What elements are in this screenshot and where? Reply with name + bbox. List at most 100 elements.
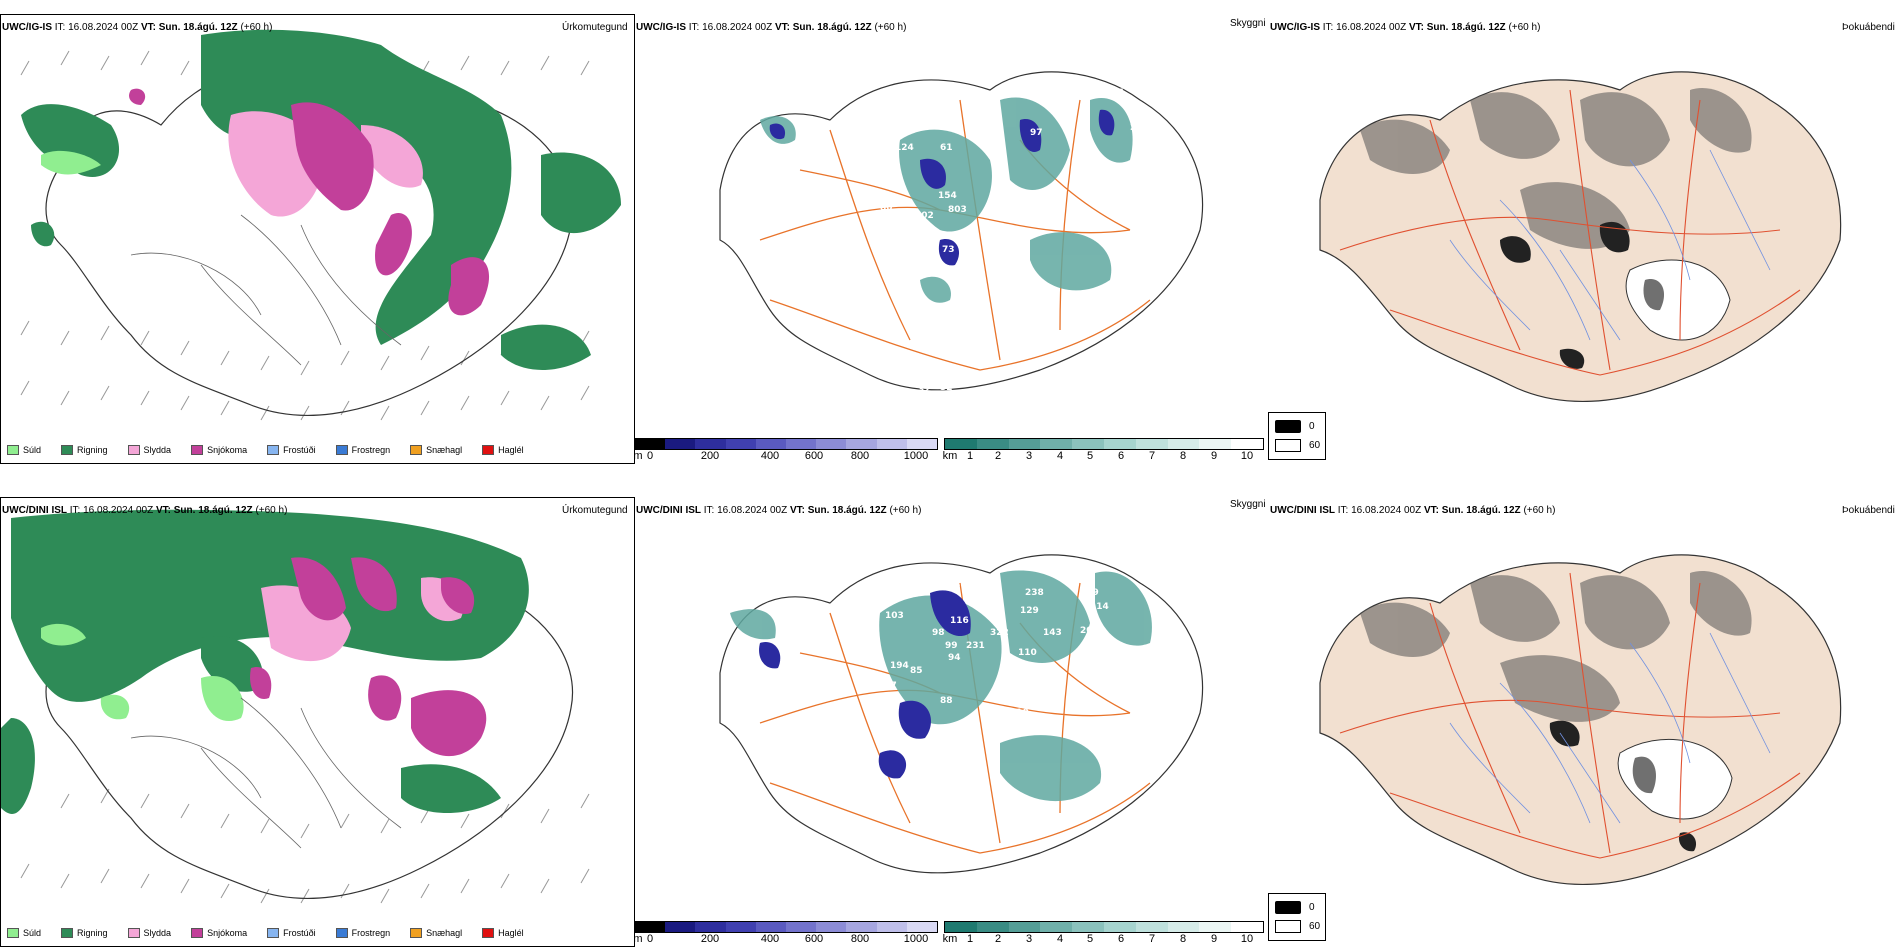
panel-3-right-label: Þokuábendi <box>1842 22 1895 33</box>
cbar-tick: 2 <box>994 933 1002 945</box>
vis-label: 61 <box>940 143 953 153</box>
cbar-swatch <box>1103 922 1136 932</box>
fog-map-2 <box>1300 523 1860 903</box>
model-name: UWC/IG-IS <box>636 22 686 33</box>
vis-label: 203 <box>1080 626 1099 636</box>
it-label: IT: <box>703 505 715 516</box>
precip-type-map-graphic <box>20 29 621 421</box>
it-value: 16.08.2024 00Z <box>1336 22 1407 33</box>
legend-label: Rigning <box>77 928 108 938</box>
legend-item-rigning: Rigning <box>61 445 108 455</box>
cbar-tick: 8 <box>1179 933 1187 945</box>
panel-title: UWC/IG-IS IT: 16.08.2024 00Z VT: Sun. 18… <box>1270 22 1540 33</box>
cbar-tick: 1000 <box>903 933 929 945</box>
cbar-tick: 200 <box>700 933 720 945</box>
lead-time: (+60 h) <box>1508 22 1541 33</box>
legend-label: Snæhagl <box>426 928 463 938</box>
vt-label: VT: <box>140 22 156 33</box>
vis-label: 80 <box>878 253 891 263</box>
vis-label: 194 <box>890 661 909 671</box>
cbar-swatch <box>976 922 1009 932</box>
cbar-unit: km <box>942 933 958 945</box>
cbar-tick: 1 <box>966 933 974 945</box>
legend-item-frostregn: Frostregn <box>335 445 391 455</box>
legend-label: Frostregn <box>351 928 391 938</box>
visibility-map-graphic: 116 27 97 61 124 154 302 803 80 74 80 73… <box>719 71 1204 395</box>
legend-label: Snjókoma <box>207 928 248 938</box>
fog-legend-label: 60 <box>1309 440 1321 451</box>
cbar-swatch <box>976 439 1009 449</box>
legend-item-haglel: Haglél <box>482 928 524 938</box>
fog-map-graphic <box>1319 71 1842 402</box>
cbar-swatch <box>846 922 877 932</box>
cbar-swatch <box>1199 922 1232 932</box>
cbar-tick: 9 <box>1210 933 1218 945</box>
cbar-swatch <box>1199 439 1232 449</box>
vis-label: 32 <box>918 385 931 395</box>
legend-item-snaehagl: Snæhagl <box>410 928 462 938</box>
cbar-swatch <box>1008 922 1041 932</box>
precip-legend: Súld Rigning Slydda Snjókoma Frostúði Fr… <box>7 928 538 938</box>
cbar-tick: 3 <box>1025 933 1033 945</box>
legend-label: Súld <box>23 445 42 455</box>
vis-label: 154 <box>938 191 957 201</box>
cbar-swatch <box>786 439 817 449</box>
it-label: IT: <box>1337 505 1349 516</box>
cbar-swatch <box>725 922 756 932</box>
cbar-swatch <box>906 922 938 932</box>
model-name: UWC/DINI ISL <box>2 505 67 516</box>
vt-label: VT: <box>155 505 171 516</box>
cbar-tick: 3 <box>1025 450 1033 462</box>
vis-label: 302 <box>915 211 934 221</box>
vis-label: 52 <box>940 383 953 393</box>
cbar-swatch <box>1040 439 1073 449</box>
legend-label: Slydda <box>143 928 172 938</box>
panel-title: UWC/DINI ISL IT: 16.08.2024 00Z VT: Sun.… <box>2 505 287 516</box>
fog-map-1 <box>1300 40 1860 420</box>
cbar-swatch <box>945 439 977 449</box>
cbar-swatch <box>755 922 787 932</box>
vis-label: 80 <box>880 203 893 213</box>
cbar-swatch <box>635 439 666 449</box>
cbar-swatch <box>1231 439 1263 449</box>
model-name: UWC/IG-IS <box>2 22 52 33</box>
vis-label: 110 <box>1018 648 1037 658</box>
cbar-swatch <box>1072 439 1104 449</box>
cbar-tick: 800 <box>850 450 870 462</box>
fog-legend-label: 0 <box>1309 421 1315 432</box>
cbar-tick: 10 <box>1240 933 1254 945</box>
visibility-map-1: 116 27 97 61 124 154 302 803 80 74 80 73… <box>700 40 1220 410</box>
cbar-tick: 6 <box>1117 933 1125 945</box>
vis-label: 113 <box>720 123 739 133</box>
cbar-swatch <box>1103 439 1136 449</box>
legend-label: Snæhagl <box>426 445 463 455</box>
legend-label: Rigning <box>77 445 108 455</box>
vt-label: VT: <box>774 22 790 33</box>
cbar-swatch <box>786 922 817 932</box>
vt-label: VT: <box>1423 505 1439 516</box>
cbar-tick: 10 <box>1240 450 1254 462</box>
vis-label: 244 <box>1045 213 1064 223</box>
cbar-tick: 7 <box>1148 450 1156 462</box>
cbar-swatch <box>695 439 726 449</box>
vis-label: 129 <box>1020 606 1039 616</box>
it-value: 16.08.2024 00Z <box>717 505 788 516</box>
cbar-unit: m <box>633 933 643 945</box>
cbar-swatch <box>1231 922 1263 932</box>
legend-item-sudd: Súld <box>7 445 41 455</box>
vis-label: 73 <box>942 245 955 255</box>
vis-label: 68 <box>1060 816 1073 826</box>
cbar-tick: 400 <box>760 933 780 945</box>
row-1: Súld Rigning Slydda Snjókoma Frostúði Fr… <box>0 14 1895 464</box>
legend-label: Frostregn <box>351 445 391 455</box>
vis-label: 110 <box>1010 708 1029 718</box>
cbar-tick: 5 <box>1086 450 1094 462</box>
vis-label: 99 <box>945 641 958 651</box>
cbar-swatch <box>695 922 726 932</box>
visibility-km-ticks: km 1 2 3 4 5 6 7 8 9 10 <box>943 450 1264 464</box>
vt-label: VT: <box>789 505 805 516</box>
row-2: Súld Rigning Slydda Snjókoma Frostúði Fr… <box>0 475 1900 950</box>
fog-legend: 0 60 <box>1268 412 1326 460</box>
legend-item-snaehagl: Snæhagl <box>410 445 462 455</box>
lead-time: (+60 h) <box>889 505 922 516</box>
